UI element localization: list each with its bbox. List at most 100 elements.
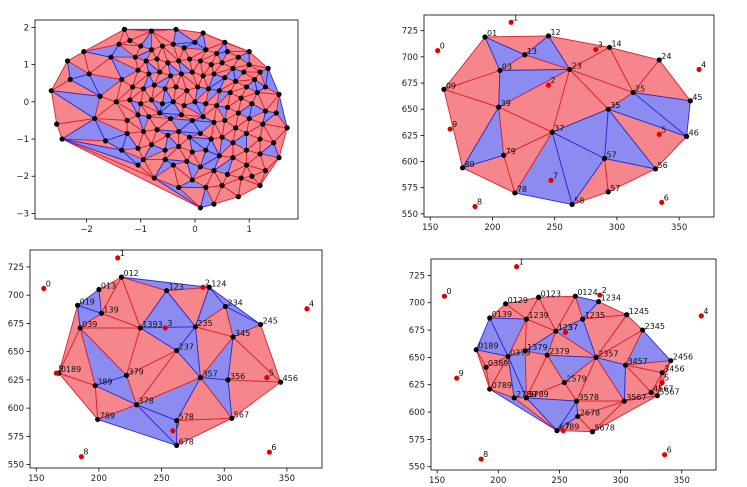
vertex-label: 678	[179, 437, 194, 446]
site-label: 7	[565, 422, 570, 431]
triangle	[551, 108, 609, 159]
data-point	[119, 147, 125, 153]
vertex-point	[606, 44, 613, 51]
site-point	[593, 46, 599, 53]
vertex-point	[630, 89, 636, 96]
site-label: 5	[664, 374, 669, 383]
vertex-label: 03	[502, 62, 512, 71]
y-tick-label: −1	[16, 135, 29, 145]
data-point	[192, 99, 198, 105]
data-point	[203, 101, 209, 107]
x-tick-label: 300	[609, 223, 625, 233]
data-point	[233, 78, 239, 84]
data-point	[167, 115, 174, 122]
data-point	[230, 65, 236, 71]
data-point	[127, 37, 133, 44]
data-point	[243, 84, 250, 90]
data-point	[230, 155, 236, 161]
vertex-label: 89	[465, 160, 475, 169]
site-label: 1	[513, 13, 518, 22]
vertex-point	[95, 416, 101, 423]
data-point	[130, 84, 136, 90]
site-point	[435, 47, 441, 54]
data-point	[200, 73, 206, 79]
vertex-point	[622, 362, 629, 368]
y-tick-label: 725	[8, 263, 24, 273]
data-point	[59, 136, 65, 142]
vertex-point	[96, 286, 102, 293]
data-point	[203, 47, 209, 53]
y-tick-label: −3	[16, 209, 29, 219]
data-point	[135, 162, 141, 168]
vertex-label: 58	[574, 196, 584, 205]
site-label: 2	[602, 286, 607, 295]
vertex-point	[573, 398, 580, 404]
data-point	[257, 136, 263, 142]
site-label: 1	[519, 258, 524, 267]
vertex-label: 567	[234, 410, 249, 419]
y-tick-label: 650	[8, 348, 24, 358]
vertex-label: 013	[101, 282, 116, 291]
vertex-point	[501, 152, 507, 158]
data-point	[276, 91, 282, 97]
vertex-point	[222, 303, 229, 310]
y-tick-label: 625	[8, 376, 24, 386]
data-point	[154, 127, 160, 133]
vertex-point	[225, 377, 231, 383]
y-tick-label: 575	[409, 435, 425, 445]
vertex-point	[512, 190, 518, 196]
data-point	[162, 86, 168, 92]
data-point	[211, 71, 217, 77]
site-label: 9	[452, 120, 457, 129]
data-point	[243, 162, 250, 168]
data-point	[97, 93, 103, 99]
data-point	[127, 97, 133, 103]
vertex-label: 0139	[492, 310, 512, 319]
data-point	[159, 101, 166, 107]
data-point	[176, 184, 182, 190]
site-point	[514, 264, 520, 270]
vertex-label: 37	[554, 124, 564, 133]
data-point	[143, 58, 149, 64]
data-point	[211, 119, 217, 125]
site-label: 9	[58, 364, 63, 373]
data-point	[170, 162, 176, 168]
vertex-point	[487, 386, 493, 392]
data-point	[184, 158, 190, 164]
vertex-point	[229, 415, 235, 421]
vertex-point	[192, 324, 199, 330]
y-tick-label: 600	[8, 404, 24, 414]
data-point	[195, 84, 201, 90]
data-point	[140, 156, 147, 163]
vertex-label: 1379	[527, 343, 547, 352]
x-tick-label: 150	[429, 476, 445, 486]
site-point	[441, 293, 448, 299]
vertex-point	[536, 294, 542, 300]
data-point	[216, 153, 222, 159]
data-point	[243, 147, 250, 153]
vertex-label: 0189	[61, 365, 81, 374]
data-point	[176, 128, 182, 135]
vertex-label: 039	[82, 320, 97, 329]
vertex-label: 1235	[585, 311, 605, 320]
data-point	[246, 49, 252, 55]
data-point	[108, 54, 114, 60]
site-label: 0	[46, 279, 51, 288]
vertex-point	[473, 347, 479, 353]
vertex-label: 79	[506, 147, 516, 156]
vertex-point	[522, 52, 528, 58]
data-point	[219, 60, 225, 66]
data-point	[241, 69, 247, 75]
vertex-label: 389	[97, 378, 112, 387]
data-point	[189, 149, 195, 155]
data-point	[102, 138, 109, 144]
x-tick-label: 300	[612, 476, 628, 486]
vertex-label: 0789	[492, 381, 512, 390]
data-point	[246, 115, 252, 122]
site-point	[170, 428, 176, 434]
vertex-label: 35	[610, 101, 620, 110]
site-point	[548, 177, 554, 183]
data-point	[154, 56, 160, 62]
data-point	[186, 134, 193, 140]
vertex-label: 78	[517, 185, 527, 194]
